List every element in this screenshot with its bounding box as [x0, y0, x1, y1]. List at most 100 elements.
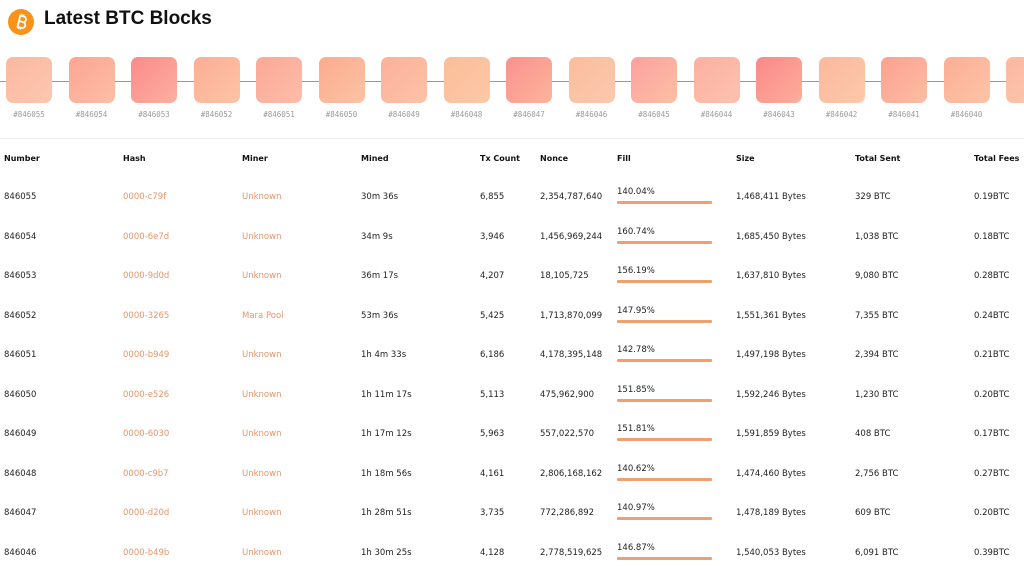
block-tile[interactable]: [193, 57, 240, 103]
miner[interactable]: Unknown: [242, 429, 282, 439]
block-hash[interactable]: 0000-e526: [123, 389, 170, 400]
column-header: Number: [4, 154, 40, 163]
tx-count: 3,735: [480, 508, 505, 518]
block-tile[interactable]: [943, 57, 990, 103]
block-tile[interactable]: [68, 57, 115, 103]
fill: 142.78%: [617, 345, 655, 355]
fill-bar: [617, 398, 712, 402]
tx-count: 6,855: [480, 192, 505, 202]
fill-bar: [617, 517, 712, 520]
miner[interactable]: Unknown: [242, 192, 282, 202]
column-header: Miner: [242, 154, 268, 163]
size: 1,592,246 Bytes: [736, 389, 806, 400]
block-label: #846043: [763, 110, 795, 119]
miner[interactable]: Unknown: [242, 271, 282, 281]
block-number: 846053: [4, 271, 37, 281]
block-tile[interactable]: [631, 57, 677, 103]
total-sent: 7,355 BTC: [855, 310, 899, 321]
miner[interactable]: Unknown: [242, 231, 282, 242]
block-tile[interactable]: [818, 57, 865, 103]
block-hash[interactable]: 0000-3265: [123, 310, 170, 321]
block-number: 846055: [4, 192, 37, 202]
total-sent: 609 BTC: [855, 508, 891, 518]
block-hash[interactable]: 0000-6e7d: [123, 231, 170, 242]
block-tile[interactable]: [381, 57, 427, 103]
block-tile[interactable]: [756, 57, 802, 103]
size: 1,685,450 Bytes: [736, 231, 806, 242]
nonce: 2,778,519,625: [540, 547, 603, 558]
total-sent: 6,091 BTC: [855, 547, 899, 558]
column-header: Hash: [123, 154, 146, 163]
block-label: #846051: [263, 110, 295, 119]
block-tile[interactable]: [318, 57, 365, 103]
column-header: Mined: [361, 154, 389, 163]
fill: 160.74%: [617, 226, 655, 237]
miner[interactable]: Unknown: [242, 547, 282, 558]
total-fees: 0.39BTC: [974, 547, 1010, 558]
size: 1,497,198 Bytes: [736, 350, 806, 360]
tx-count: 3,946: [480, 231, 505, 242]
fill-bar: [617, 477, 712, 481]
miner[interactable]: Unknown: [242, 350, 282, 360]
block-tile[interactable]: [693, 57, 740, 103]
total-sent: 1,230 BTC: [855, 389, 899, 400]
size: 1,540,053 Bytes: [736, 547, 806, 558]
block-label: #846045: [638, 110, 670, 119]
block-label: #846050: [325, 110, 358, 119]
miner[interactable]: Unknown: [242, 468, 282, 479]
fill-bar: [617, 201, 712, 204]
total-fees: 0.20BTC: [974, 508, 1010, 518]
block-number: 846050: [4, 389, 37, 400]
block-tile[interactable]: [443, 57, 490, 103]
column-header: Fill: [617, 154, 631, 163]
column-header: Size: [736, 154, 755, 163]
miner[interactable]: Mara Pool: [242, 310, 284, 321]
bitcoin-icon: [8, 9, 34, 35]
block-hash[interactable]: 0000-9d0d: [123, 271, 170, 281]
mined-time: 1h 11m 17s: [361, 389, 412, 400]
block-label: #846040: [950, 110, 983, 119]
block-label: #846055: [13, 110, 45, 119]
miner[interactable]: Unknown: [242, 389, 282, 400]
column-header: Tx Count: [480, 154, 520, 163]
block-hash[interactable]: 0000-d20d: [123, 508, 170, 518]
miner[interactable]: Unknown: [242, 508, 282, 518]
mined-time: 36m 17s: [361, 271, 399, 281]
block-tile[interactable]: [131, 57, 177, 103]
block-hash[interactable]: 0000-b49b: [123, 547, 170, 558]
block-hash[interactable]: 0000-6030: [123, 429, 170, 439]
block-label: #846042: [825, 110, 858, 119]
block-tile[interactable]: [6, 57, 52, 103]
fill: 140.62%: [617, 463, 655, 474]
block-tile[interactable]: [568, 57, 615, 103]
block-number: 846046: [4, 547, 37, 558]
nonce: 2,806,168,162: [540, 468, 603, 479]
total-fees: 0.19BTC: [974, 192, 1010, 202]
nonce: 475,962,900: [540, 389, 595, 400]
nonce: 4,178,395,148: [540, 350, 603, 360]
nonce: 1,713,870,099: [540, 310, 603, 321]
block-tile[interactable]: [506, 57, 552, 103]
block-hash[interactable]: 0000-c79f: [123, 192, 167, 202]
column-header: Nonce: [540, 154, 569, 163]
block-number: 846054: [4, 231, 37, 242]
block-label: #846044: [700, 110, 733, 119]
fill-bar: [617, 280, 712, 283]
total-fees: 0.28BTC: [974, 271, 1010, 281]
block-hash[interactable]: 0000-b949: [123, 350, 170, 360]
block-label: #846047: [513, 110, 545, 119]
size: 1,478,189 Bytes: [736, 508, 806, 518]
total-sent: 408 BTC: [855, 429, 891, 439]
total-sent: 9,080 BTC: [855, 271, 899, 281]
total-fees: 0.24BTC: [974, 310, 1010, 321]
block-label: #846046: [575, 110, 608, 119]
fill: 151.81%: [617, 424, 655, 434]
total-fees: 0.21BTC: [974, 350, 1010, 360]
block-tile[interactable]: [881, 57, 927, 103]
block-label: #846041: [888, 110, 920, 119]
block-tile[interactable]: [256, 57, 302, 103]
block-hash[interactable]: 0000-c9b7: [123, 468, 169, 479]
size: 1,551,361 Bytes: [736, 310, 806, 321]
tx-count: 5,425: [480, 310, 505, 321]
